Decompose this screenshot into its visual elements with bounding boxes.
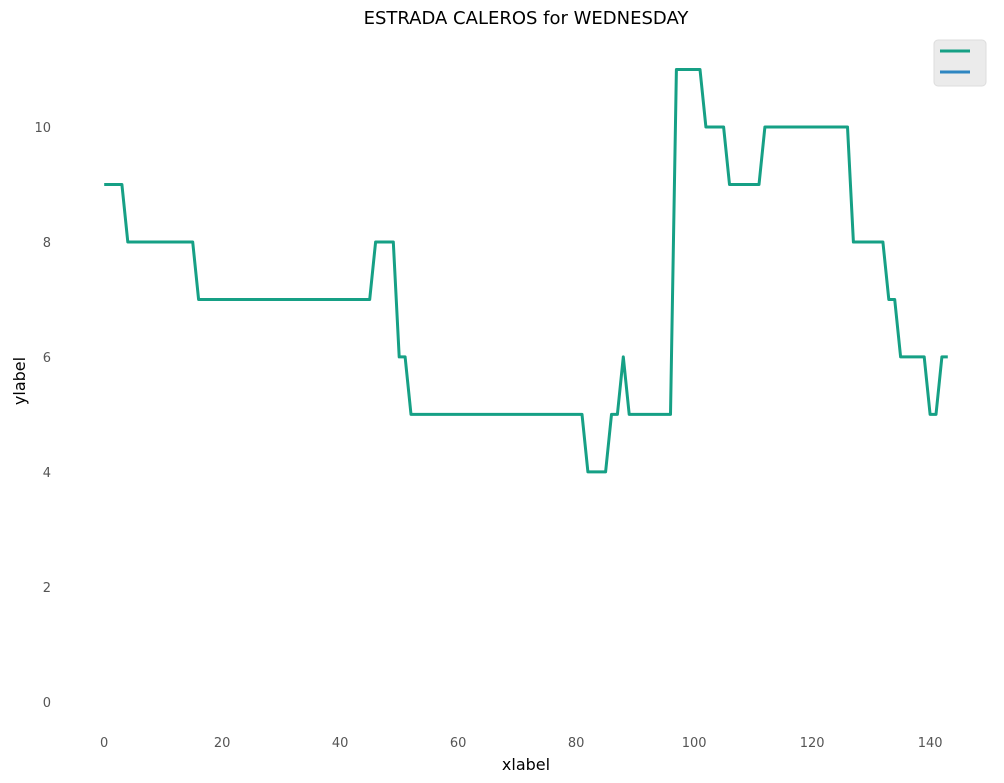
y-axis-ticks: 0 2 4 6 8 10 — [34, 121, 51, 711]
x-tick-label: 100 — [682, 736, 707, 751]
x-tick-label: 80 — [568, 736, 585, 751]
x-tick-label: 0 — [100, 736, 108, 751]
y-axis-label: ylabel — [10, 357, 29, 405]
y-tick-label: 8 — [43, 236, 51, 251]
x-tick-label: 140 — [918, 736, 943, 751]
x-tick-label: 20 — [214, 736, 231, 751]
y-tick-label: 2 — [43, 581, 51, 596]
chart-title: ESTRADA CALEROS for WEDNESDAY — [364, 8, 690, 29]
y-tick-label: 10 — [34, 121, 51, 136]
x-tick-label: 120 — [800, 736, 825, 751]
x-tick-label: 60 — [450, 736, 467, 751]
x-axis-label: xlabel — [502, 755, 550, 774]
x-axis-ticks: 0 20 40 60 80 100 120 140 — [100, 736, 942, 751]
series-layer — [104, 68, 948, 474]
legend-box — [933, 39, 987, 87]
x-tick-label: 40 — [332, 736, 349, 751]
legend — [933, 39, 987, 87]
y-tick-label: 0 — [43, 696, 51, 711]
series-line-1 — [104, 68, 948, 474]
y-tick-label: 4 — [43, 466, 51, 481]
y-tick-label: 6 — [43, 351, 51, 366]
